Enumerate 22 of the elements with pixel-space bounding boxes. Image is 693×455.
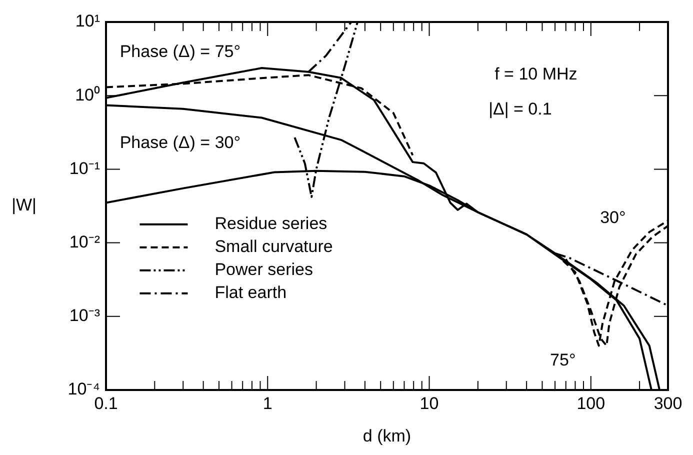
x-tick-label: 300 xyxy=(654,394,682,413)
annotation: 75° xyxy=(550,350,576,370)
y-tick-label: 10⁰ xyxy=(75,85,100,104)
x-tick-label: 10 xyxy=(420,394,439,413)
y-tick-label: 10⁻³ xyxy=(69,306,100,326)
y-tick-label: 10¹ xyxy=(75,12,100,31)
x-tick-label: 0.1 xyxy=(94,394,118,413)
annotation: 30° xyxy=(600,208,626,227)
x-axis-title: d (km) xyxy=(362,426,412,446)
annotation: Phase (Δ) = 75° xyxy=(120,42,241,61)
annotation: |Δ| = 0.1 xyxy=(488,100,552,119)
legend-label: Residue series xyxy=(214,214,328,234)
x-tick-label: 100 xyxy=(576,394,606,413)
legend-label: Power series xyxy=(214,260,313,280)
annotation: Phase (Δ) = 30° xyxy=(120,132,241,152)
annotation: f = 10 MHz xyxy=(494,64,578,84)
y-tick-label: 10⁻² xyxy=(69,232,100,252)
y-tick-label: 10⁻¹ xyxy=(69,158,100,178)
legend-label: Small curvature xyxy=(214,237,333,256)
y-axis-title: |W| xyxy=(12,196,36,215)
legend-label: Flat earth xyxy=(214,283,287,302)
x-tick-label: 1 xyxy=(262,394,272,413)
